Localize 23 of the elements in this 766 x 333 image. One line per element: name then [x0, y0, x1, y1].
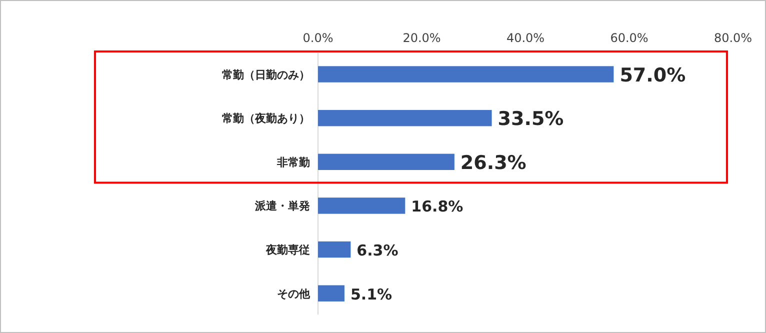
- x-tick-label: 80.0%: [714, 31, 752, 45]
- x-tick-label: 60.0%: [610, 31, 648, 45]
- bar: [318, 285, 344, 302]
- y-tick-label: 常勤（日勤のみ）: [222, 68, 310, 82]
- bar: [318, 110, 492, 126]
- bar: [318, 241, 351, 258]
- bar: [318, 198, 406, 214]
- y-tick-label: その他: [277, 287, 311, 300]
- x-tick-label: 40.0%: [506, 31, 545, 45]
- y-tick-label: 派遣・単発: [254, 200, 311, 213]
- y-tick-label: 常勤（夜勤あり）: [222, 112, 310, 126]
- data-label: 33.5%: [498, 108, 564, 130]
- bar: [318, 66, 614, 82]
- data-label: 5.1%: [350, 285, 392, 304]
- data-label: 16.8%: [411, 198, 464, 216]
- data-label: 6.3%: [356, 242, 398, 260]
- y-tick-label: 夜勤専従: [265, 244, 310, 257]
- bar: [318, 154, 454, 170]
- y-tick-label: 非常勤: [276, 156, 310, 169]
- data-label: 26.3%: [460, 152, 526, 174]
- x-tick-label: 20.0%: [402, 31, 441, 45]
- x-tick-label: 0.0%: [302, 31, 334, 45]
- data-label: 57.0%: [620, 64, 686, 86]
